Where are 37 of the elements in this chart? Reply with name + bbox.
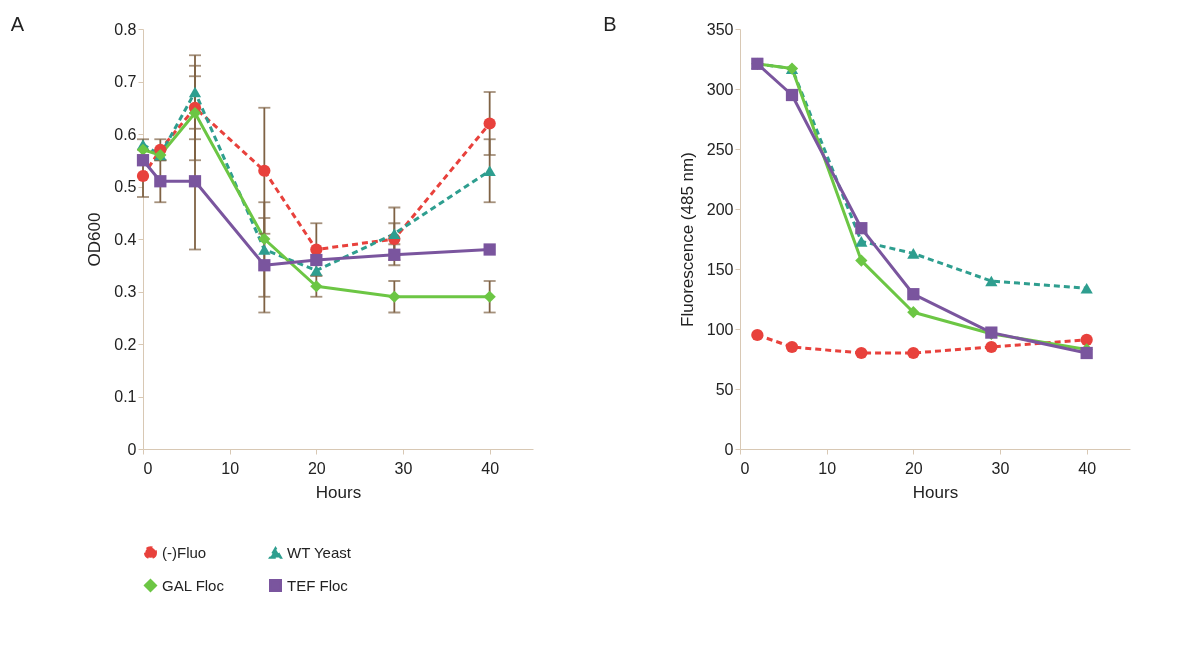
y-tick-label: 0.8 xyxy=(114,20,137,38)
y-tick-label: 250 xyxy=(706,140,734,158)
x-tick-label: 20 xyxy=(307,459,326,477)
y-tick-label: 300 xyxy=(706,80,734,98)
y-tick-label: 0.5 xyxy=(114,178,137,195)
y-tick-label: 150 xyxy=(706,260,734,278)
x-tick-label: 20 xyxy=(904,459,923,477)
legend-label: GAL Floc xyxy=(162,576,225,594)
legend-label: TEF Floc xyxy=(287,576,349,594)
y-tick-label: 0.2 xyxy=(114,335,137,353)
y-tick-label: 0.7 xyxy=(114,73,137,90)
x-axis-title: Hours xyxy=(315,482,362,502)
x-tick-label: 0 xyxy=(740,459,750,477)
chart-title: B xyxy=(603,13,617,35)
y-tick-label: 350 xyxy=(706,20,734,38)
y-tick-label: 0.1 xyxy=(114,388,137,405)
y-axis-title: OD600 xyxy=(85,212,105,267)
y-tick-label: 0.3 xyxy=(114,283,137,300)
x-tick-label: 10 xyxy=(221,459,240,477)
y-tick-label: 0 xyxy=(724,440,734,458)
x-tick-label: 30 xyxy=(991,459,1010,477)
y-tick-label: 0.4 xyxy=(114,230,137,248)
x-tick-label: 0 xyxy=(143,459,153,477)
y-tick-label: 100 xyxy=(706,320,734,338)
x-axis-title: Hours xyxy=(912,482,959,502)
legend-label: WT Yeast xyxy=(287,543,352,561)
x-tick-label: 40 xyxy=(1078,459,1097,477)
x-tick-label: 30 xyxy=(394,459,413,477)
chart-title: A xyxy=(10,13,25,35)
x-tick-label: 10 xyxy=(818,459,837,477)
legend-label: (-)Fluo xyxy=(162,543,207,561)
y-axis-title: Fluorescence (485 nm) xyxy=(677,152,697,327)
y-tick-label: 0 xyxy=(127,440,137,458)
y-tick-label: 0.6 xyxy=(114,125,137,143)
y-tick-label: 50 xyxy=(715,380,734,398)
y-tick-label: 200 xyxy=(706,200,734,218)
x-tick-label: 40 xyxy=(481,459,500,477)
